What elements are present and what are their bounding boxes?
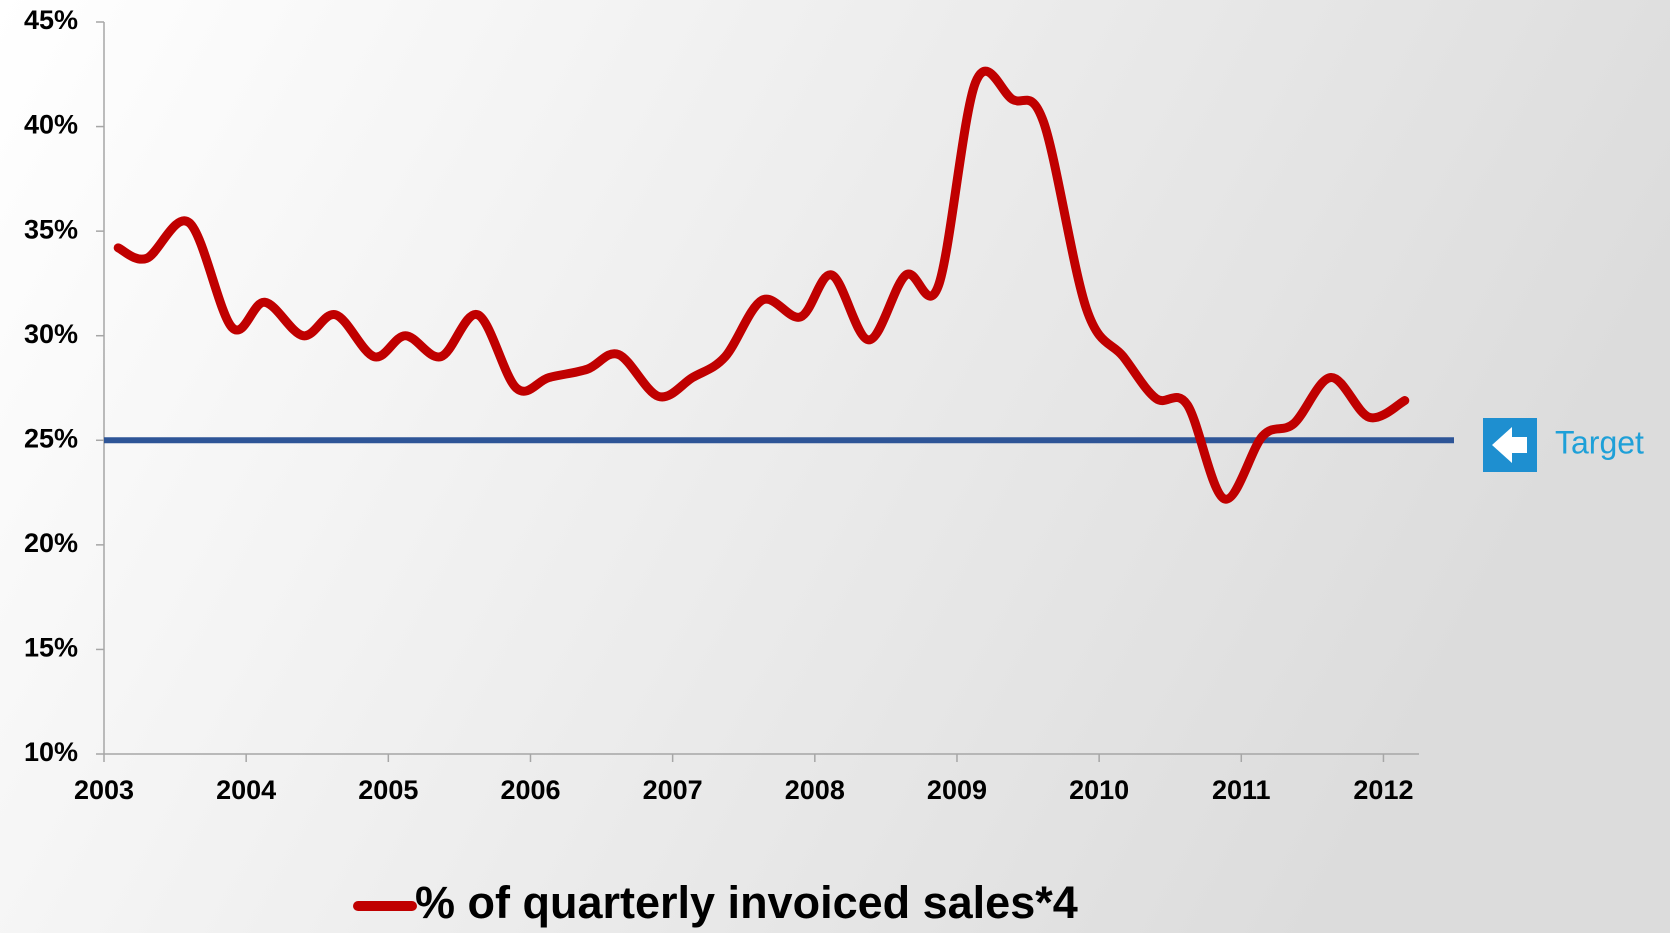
- y-tick-label: 45%: [24, 5, 78, 35]
- y-tick-label: 40%: [24, 110, 78, 140]
- data-line: [113, 66, 1410, 504]
- x-tick-label: 2012: [1353, 775, 1413, 805]
- x-tick-label: 2004: [216, 775, 276, 805]
- x-tick-label: 2009: [927, 775, 987, 805]
- x-tick-label: 2003: [74, 775, 134, 805]
- y-tick-label: 15%: [24, 633, 78, 663]
- y-tick-label: 35%: [24, 214, 78, 244]
- y-tick-label: 10%: [24, 737, 78, 767]
- x-tick-label: 2008: [785, 775, 845, 805]
- target-label: Target: [1555, 424, 1644, 460]
- y-tick-label: 25%: [24, 423, 78, 453]
- x-tick-label: 2011: [1212, 775, 1271, 805]
- x-tick-label: 2006: [500, 775, 560, 805]
- x-tick-label: 2005: [358, 775, 418, 805]
- target-arrow: [1492, 427, 1527, 463]
- x-tick-label: 2010: [1069, 775, 1129, 805]
- y-tick-label: 20%: [24, 528, 78, 558]
- legend-label: % of quarterly invoiced sales*4: [415, 877, 1078, 928]
- x-tick-label: 2007: [643, 775, 703, 805]
- y-tick-label: 30%: [24, 319, 78, 349]
